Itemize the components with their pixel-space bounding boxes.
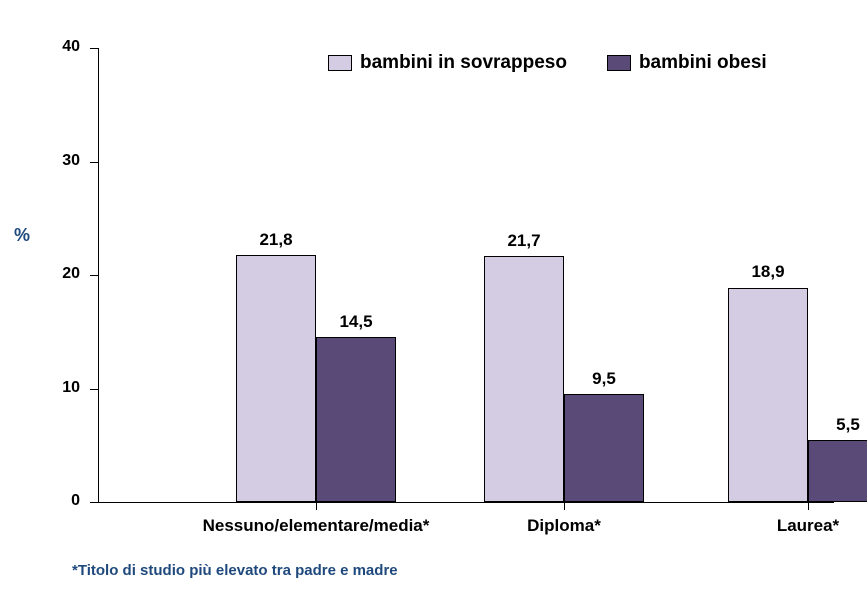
chart-container: % bambini in sovrappesobambini obesi *Ti… [0,0,867,604]
y-tick-label: 20 [62,265,80,283]
y-tick-mark [90,389,98,390]
y-tick-label: 0 [71,492,80,510]
bar [316,337,396,502]
bar-value-label: 18,9 [751,262,784,282]
y-tick-label: 40 [62,38,80,56]
bar [484,256,564,502]
y-tick-mark [90,275,98,276]
x-tick-mark [316,502,317,510]
bar [236,255,316,502]
chart-footnote: *Titolo di studio più elevato tra padre … [72,562,398,579]
y-tick-mark [90,162,98,163]
bar [728,288,808,503]
bar-value-label: 14,5 [339,312,372,332]
bar [564,394,644,502]
bar-value-label: 21,7 [507,231,540,251]
bar [808,440,867,502]
x-tick-mark [808,502,809,510]
y-tick-label: 30 [62,152,80,170]
x-category-label: Laurea* [668,516,867,536]
x-category-label: Nessuno/elementare/media* [176,516,456,536]
y-tick-mark [90,48,98,49]
y-tick-label: 10 [62,379,80,397]
x-category-label: Diploma* [424,516,704,536]
y-axis-line [98,48,99,502]
y-axis-label: % [14,225,30,246]
plot-area [98,48,834,502]
bar-value-label: 21,8 [259,230,292,250]
x-axis-line [98,502,834,503]
bar-value-label: 9,5 [592,369,616,389]
x-tick-mark [564,502,565,510]
bar-value-label: 5,5 [836,415,860,435]
y-tick-mark [90,502,98,503]
